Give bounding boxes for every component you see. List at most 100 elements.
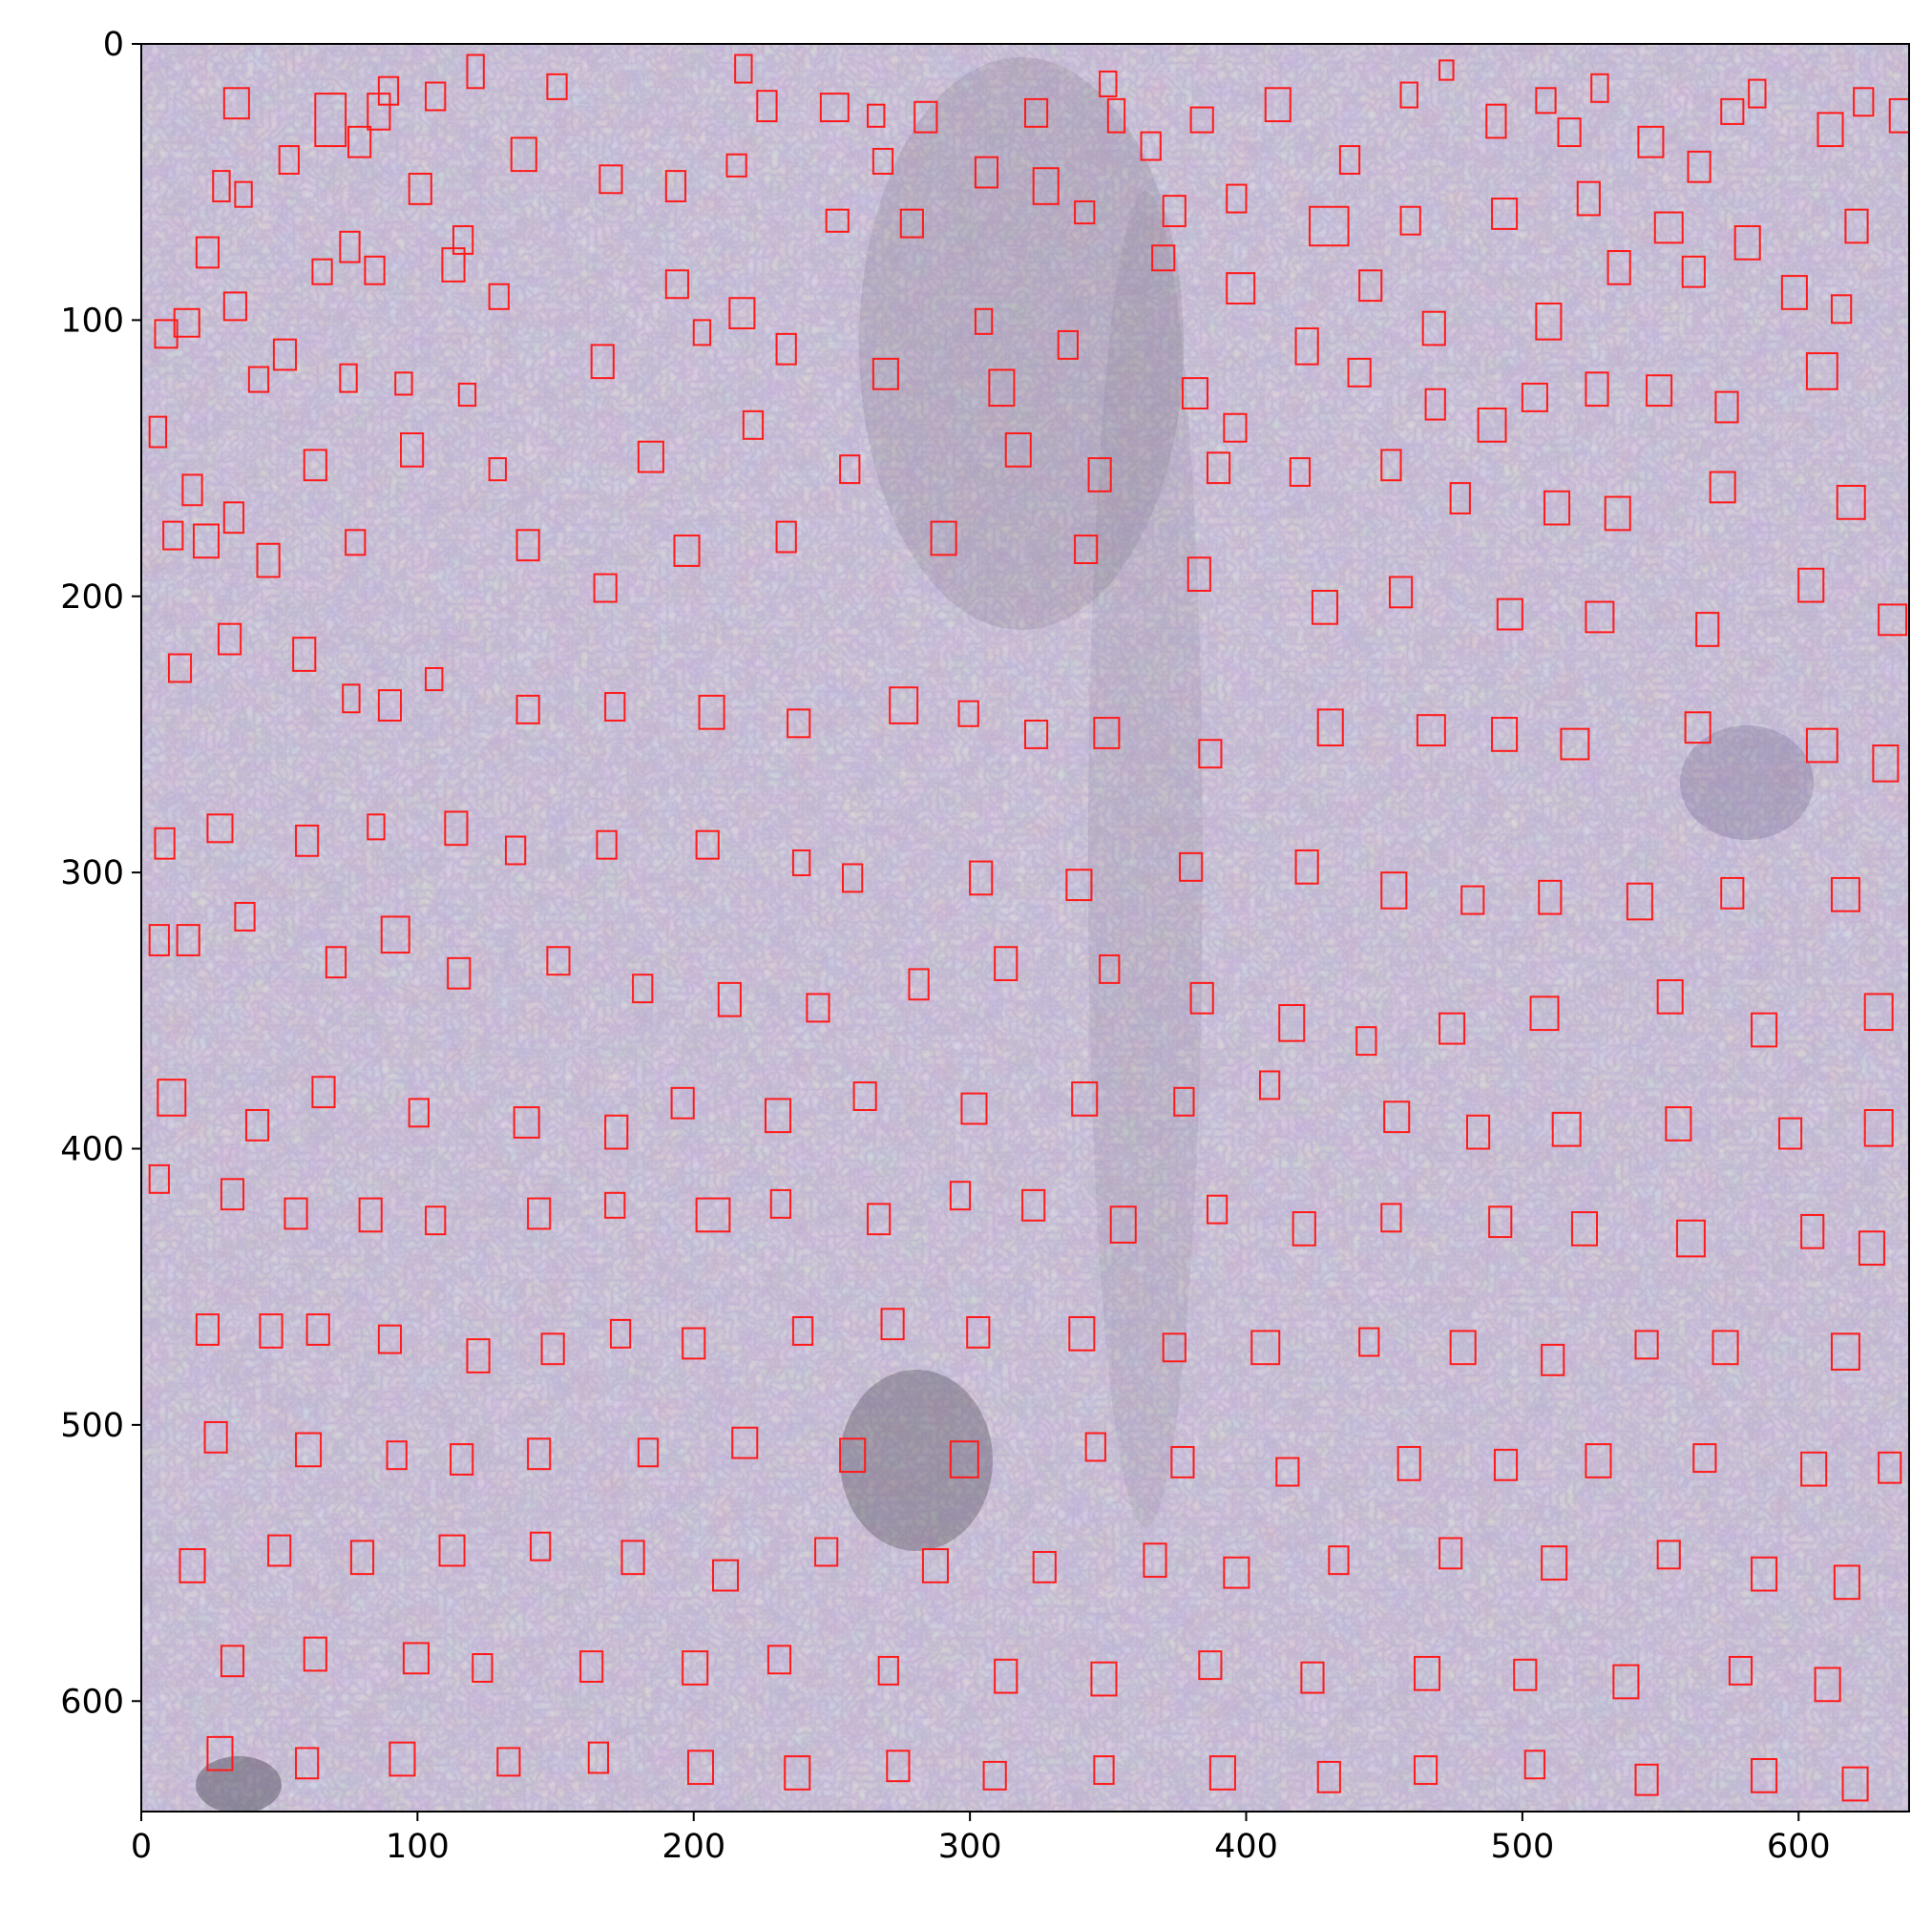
detection-box (1065, 869, 1093, 902)
detection-box (267, 1534, 292, 1567)
detection-box (176, 924, 200, 956)
detection-box (637, 1437, 660, 1468)
detection-box (1714, 390, 1739, 424)
detection-box (1535, 303, 1563, 341)
detection-box (1294, 327, 1319, 366)
detection-box (203, 1420, 228, 1454)
detection-box (1355, 1026, 1377, 1057)
detection-box (1143, 1542, 1167, 1579)
detection-box (725, 153, 747, 178)
detection-box (1294, 849, 1319, 885)
detection-box (1780, 275, 1808, 310)
detection-box (988, 368, 1016, 408)
detection-box (311, 1076, 336, 1109)
detection-box (1612, 1664, 1640, 1700)
detection-box (345, 529, 367, 556)
y-tick-label: 300 (60, 854, 124, 892)
detection-box (220, 1645, 245, 1678)
detection-box (1844, 208, 1869, 244)
detection-box (604, 1114, 629, 1150)
detection-box (218, 622, 242, 656)
detection-box (1109, 1205, 1137, 1244)
detection-box (292, 637, 317, 672)
detection-box (1491, 717, 1519, 752)
detection-box (1491, 198, 1519, 230)
detection-box (1544, 490, 1571, 526)
detection-box (295, 824, 320, 857)
detection-box (784, 1755, 811, 1791)
detection-box (596, 829, 618, 860)
detection-box (367, 813, 386, 841)
detection-box (466, 1338, 491, 1373)
detection-box (632, 974, 654, 1004)
detection-box (1570, 1211, 1599, 1247)
detection-box (259, 1313, 284, 1349)
detection-box (1179, 851, 1204, 882)
detection-box (682, 1650, 709, 1686)
detection-box (377, 75, 400, 106)
detection-box (349, 1540, 375, 1576)
detection-box (305, 1313, 330, 1346)
detection-box (1004, 432, 1032, 468)
detection-box (1181, 377, 1208, 409)
detection-box (438, 1534, 466, 1567)
detection-box (1493, 1448, 1519, 1481)
detection-box (1466, 1114, 1491, 1150)
detection-box (1653, 211, 1684, 244)
detection-box (1226, 183, 1248, 214)
detection-box (425, 1205, 447, 1236)
detection-box (148, 924, 170, 956)
detection-box (154, 827, 176, 860)
detection-box (1488, 1205, 1513, 1239)
detection-box (1189, 981, 1214, 1015)
y-tick-label: 0 (103, 26, 124, 64)
detection-box (974, 307, 994, 335)
detection-box (1396, 1446, 1421, 1481)
detection-box (712, 1559, 740, 1592)
detection-box (527, 1197, 552, 1230)
detection-box (1800, 1451, 1828, 1487)
detection-box (1358, 269, 1383, 303)
detection-box (1421, 310, 1446, 346)
detection-box (982, 1760, 1007, 1791)
detection-box (256, 542, 281, 578)
detection-box (839, 454, 861, 485)
detection-box (515, 694, 540, 724)
detection-box (842, 863, 864, 893)
detection-box (402, 1642, 430, 1675)
x-tick-label: 500 (1490, 1828, 1554, 1866)
detection-box (1637, 125, 1665, 158)
detection-box (1383, 1100, 1411, 1134)
detection-box (1681, 255, 1706, 288)
detection-box (1695, 612, 1720, 647)
detection-box (1797, 567, 1825, 603)
detection-box (1186, 556, 1211, 592)
detection-box (966, 1316, 991, 1349)
detection-box (1634, 1330, 1659, 1360)
detection-box (1292, 1211, 1316, 1247)
detection-box (157, 1079, 187, 1117)
detection-box (1416, 714, 1446, 747)
detection-box (1170, 1446, 1195, 1478)
detection-box (1656, 978, 1684, 1015)
detection-box (1800, 1213, 1825, 1249)
detection-box (1380, 1203, 1402, 1233)
detection-box (1099, 70, 1118, 97)
detection-box (930, 520, 957, 556)
y-tick-label: 100 (60, 302, 124, 340)
detection-box (1208, 1755, 1236, 1791)
detection-box (1206, 1194, 1228, 1225)
detection-box (1606, 250, 1631, 285)
detection-box (1626, 882, 1653, 921)
detection-box (1278, 1004, 1306, 1042)
detection-box (311, 258, 333, 285)
detection-box (1496, 597, 1523, 631)
detection-box (1338, 145, 1361, 176)
detection-box (1438, 1012, 1466, 1045)
detection-box (960, 1092, 988, 1125)
detection-box (867, 1203, 892, 1236)
detection-box (173, 307, 200, 338)
detection-box (872, 147, 894, 176)
detection-box (1226, 272, 1256, 305)
detection-box (1173, 1086, 1195, 1117)
